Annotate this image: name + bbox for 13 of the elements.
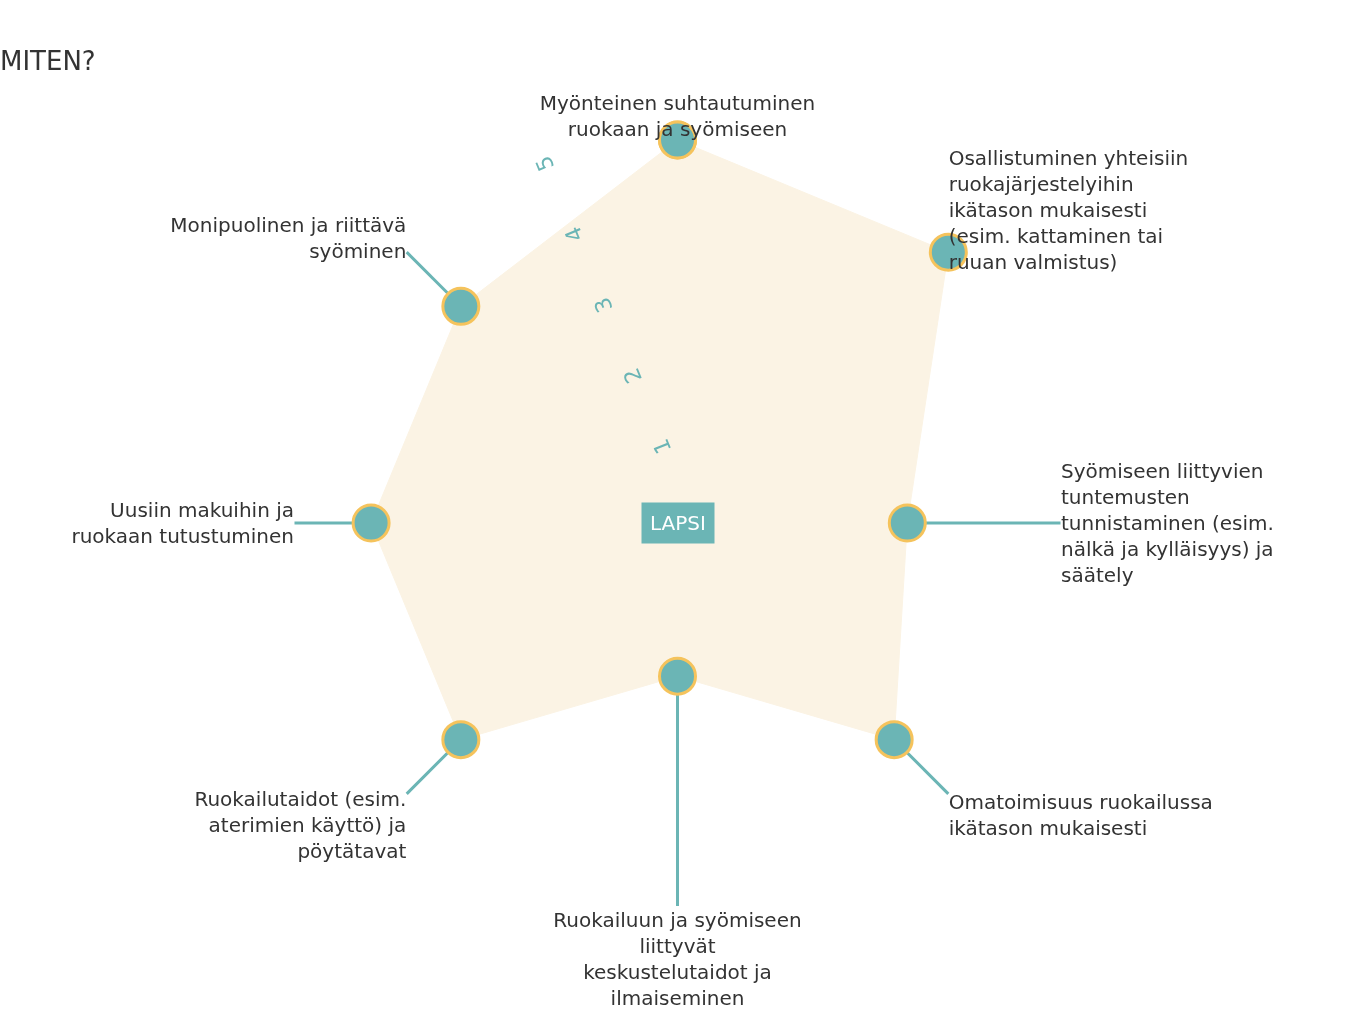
y-tick-label: 2 [618, 364, 647, 387]
y-tick-label: 5 [530, 152, 560, 175]
y-tick-label: 4 [559, 222, 589, 246]
y-tick-label: 3 [589, 293, 618, 317]
y-tick-label: 1 [647, 435, 677, 458]
spoke-label: Uusiin makuihin ja ruokaan tutustuminen [71, 498, 294, 548]
spoke-label: Monipuolinen ja riittävä syöminen [170, 212, 407, 263]
spoke-label: Ruokailuun ja syömiseen liittyvät keskustelutaidot ja ilmaiseminen [553, 907, 802, 1010]
spoke-label: Ruokailutaidot (esim. aterimien käyttö) ja pöytätavat [194, 786, 407, 863]
chart-title: MITEN? [0, 45, 96, 76]
spoke-label: Syömiseen liittyvien tuntemusten tunnistaminen (esim. nälkä ja kylläisyys) ja säätely [1061, 459, 1274, 587]
spoke-label: Omatoimisuus ruokailussa ikätason mukaisesti [948, 790, 1213, 841]
text: LAPSI [650, 511, 706, 535]
